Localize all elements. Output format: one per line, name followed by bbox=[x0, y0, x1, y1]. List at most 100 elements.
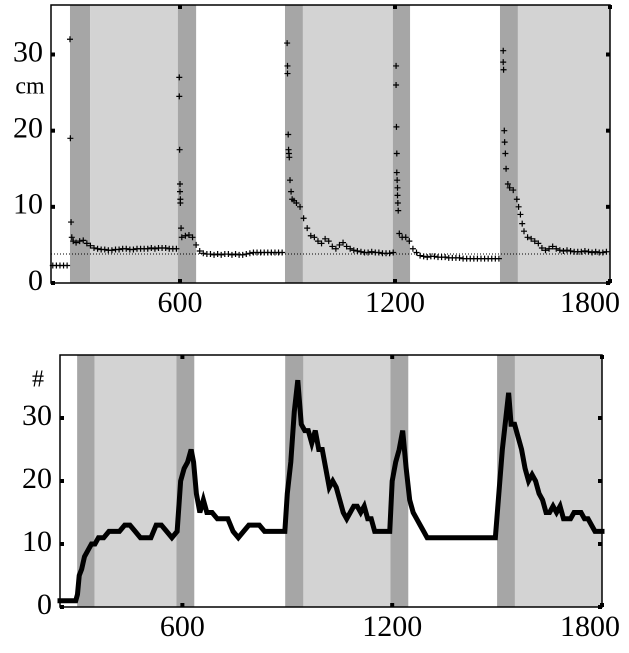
point bbox=[420, 253, 427, 260]
point bbox=[501, 127, 508, 134]
point bbox=[343, 243, 350, 250]
y-tick-label: 20 bbox=[22, 462, 52, 495]
plot bbox=[49, 5, 610, 283]
point bbox=[502, 150, 509, 157]
point bbox=[396, 230, 403, 237]
point bbox=[285, 131, 292, 138]
point bbox=[515, 203, 522, 210]
x-tick-label: 1200 bbox=[365, 286, 425, 319]
point bbox=[196, 248, 203, 255]
point bbox=[393, 123, 400, 130]
shaded-region bbox=[90, 5, 178, 283]
point bbox=[546, 245, 553, 252]
point bbox=[318, 240, 325, 247]
point bbox=[542, 247, 549, 254]
point bbox=[513, 196, 520, 203]
point bbox=[173, 245, 180, 252]
point bbox=[603, 248, 610, 255]
point bbox=[87, 242, 94, 249]
y-tick-label: 30 bbox=[13, 35, 43, 68]
point bbox=[176, 146, 183, 153]
point bbox=[304, 225, 311, 232]
shaded-region bbox=[499, 5, 518, 283]
point bbox=[307, 232, 314, 239]
point bbox=[287, 177, 294, 184]
point bbox=[211, 251, 218, 258]
point bbox=[393, 81, 400, 88]
point bbox=[501, 139, 508, 146]
point bbox=[500, 47, 507, 54]
point bbox=[456, 254, 463, 261]
point bbox=[193, 241, 200, 248]
point bbox=[83, 240, 90, 247]
point bbox=[495, 255, 502, 262]
point bbox=[68, 219, 75, 226]
point bbox=[151, 245, 158, 252]
point bbox=[592, 248, 599, 255]
point bbox=[402, 234, 409, 241]
point bbox=[500, 59, 507, 66]
point bbox=[214, 251, 221, 258]
y-axis-label: cm bbox=[15, 74, 45, 100]
shaded-region bbox=[303, 355, 391, 607]
point bbox=[284, 40, 291, 47]
point bbox=[553, 245, 560, 252]
point bbox=[409, 245, 416, 252]
shaded-region bbox=[69, 5, 91, 283]
point bbox=[288, 188, 295, 195]
point bbox=[148, 244, 155, 251]
point bbox=[519, 220, 526, 227]
point bbox=[297, 203, 304, 210]
y-tick-label: 10 bbox=[13, 188, 43, 221]
point bbox=[413, 249, 420, 256]
point bbox=[130, 246, 137, 253]
point bbox=[300, 215, 307, 222]
point bbox=[176, 93, 183, 100]
point bbox=[521, 228, 527, 235]
point bbox=[189, 234, 196, 241]
point bbox=[394, 192, 401, 199]
point bbox=[394, 184, 401, 191]
point bbox=[284, 70, 291, 77]
point bbox=[549, 243, 556, 250]
point bbox=[394, 177, 401, 184]
point bbox=[101, 246, 108, 253]
point bbox=[357, 248, 364, 255]
point bbox=[329, 243, 336, 250]
point bbox=[347, 245, 354, 252]
point bbox=[581, 248, 588, 255]
y-tick-label: 10 bbox=[22, 525, 52, 558]
point bbox=[390, 249, 397, 256]
point bbox=[510, 187, 517, 194]
point bbox=[393, 62, 400, 69]
point bbox=[560, 248, 567, 255]
point bbox=[218, 251, 225, 258]
point bbox=[116, 246, 123, 253]
point bbox=[66, 36, 73, 43]
point bbox=[322, 235, 329, 242]
point bbox=[500, 66, 507, 73]
point bbox=[108, 247, 115, 254]
plot bbox=[57, 355, 605, 607]
point bbox=[354, 248, 361, 255]
point bbox=[538, 244, 545, 251]
point bbox=[232, 251, 239, 258]
point bbox=[286, 154, 293, 161]
shaded-region bbox=[177, 5, 197, 283]
point bbox=[178, 234, 185, 241]
point bbox=[246, 250, 253, 257]
shaded-region bbox=[392, 5, 411, 283]
point bbox=[368, 248, 375, 255]
point bbox=[225, 251, 232, 258]
x-tick-label: 1800 bbox=[560, 286, 620, 319]
point bbox=[293, 200, 300, 207]
y-tick-label: 0 bbox=[37, 588, 52, 621]
point bbox=[393, 150, 400, 157]
point bbox=[200, 250, 207, 257]
point bbox=[177, 180, 183, 187]
shaded-region bbox=[390, 355, 409, 607]
point bbox=[556, 247, 563, 254]
point bbox=[177, 200, 184, 207]
point bbox=[80, 237, 87, 244]
